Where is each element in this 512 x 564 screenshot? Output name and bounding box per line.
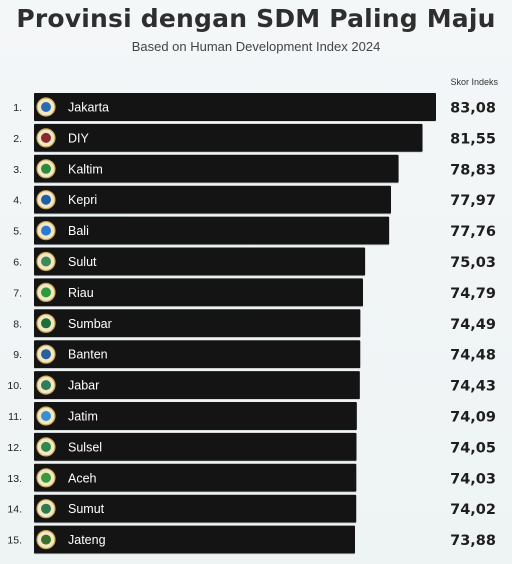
bar-separator: [34, 337, 361, 339]
value-label: 74,43: [450, 379, 496, 395]
province-emblem-core: [41, 503, 51, 514]
bar-sulut: [34, 247, 366, 276]
bar-aceh: [34, 463, 357, 492]
value-label: 75,03: [450, 255, 496, 271]
bar-sumbar: [34, 309, 361, 338]
bar-separator: [34, 553, 355, 555]
bar-separator: [34, 306, 364, 308]
bar-separator: [34, 430, 357, 431]
rank-label: 2.: [13, 133, 22, 145]
province-emblem-core: [41, 318, 51, 329]
category-label: Sulsel: [68, 440, 102, 454]
bar-separator: [34, 368, 361, 370]
bar-jakarta: [34, 93, 436, 121]
bar-jateng: [34, 525, 355, 554]
province-emblem-core: [41, 441, 51, 452]
province-emblem-core: [41, 380, 51, 391]
value-label: 74,02: [450, 502, 496, 518]
category-label: Riau: [68, 286, 94, 300]
category-label: Kepri: [68, 193, 97, 207]
bar-kaltim: [34, 154, 399, 183]
province-emblem-core: [41, 132, 51, 143]
province-emblem-core: [41, 472, 51, 483]
bar-diy: [34, 123, 423, 152]
bar-separator: [34, 151, 423, 153]
category-label: Banten: [68, 348, 108, 362]
value-label: 74,09: [450, 410, 496, 426]
value-label: 83,08: [450, 101, 496, 117]
bar-separator: [34, 121, 436, 122]
rank-label: 4.: [13, 195, 22, 207]
rank-label: 7.: [13, 287, 22, 299]
rank-label: 11.: [8, 411, 22, 423]
category-label: Sulut: [68, 255, 97, 269]
province-emblem-core: [41, 534, 51, 545]
value-label: 74,05: [450, 440, 496, 456]
category-label: Sumut: [68, 502, 105, 516]
rank-label: 12.: [7, 442, 22, 454]
bar-riau: [34, 278, 364, 307]
province-emblem-core: [41, 411, 51, 421]
bar-banten: [34, 340, 361, 369]
province-emblem-core: [41, 349, 51, 360]
bar-jabar: [34, 371, 360, 400]
rank-label: 15.: [7, 535, 22, 547]
value-column-header: Skor Indeks: [450, 77, 498, 87]
province-emblem-core: [41, 287, 51, 298]
category-label: Jakarta: [68, 101, 109, 115]
chart-subtitle: Based on Human Development Index 2024: [131, 39, 381, 54]
province-emblem-core: [41, 102, 51, 112]
bar-separator: [34, 182, 399, 184]
bar-separator: [34, 460, 357, 462]
value-label: 74,03: [450, 471, 496, 487]
value-label: 77,97: [450, 193, 496, 209]
province-emblem-core: [41, 225, 51, 236]
bar-separator: [34, 522, 357, 524]
province-emblem-core: [41, 256, 51, 267]
category-label: Jatim: [68, 410, 98, 424]
bar-separator: [34, 244, 390, 246]
bar-separator: [34, 491, 357, 493]
bar-separator: [34, 213, 392, 215]
bar-bali: [34, 216, 390, 245]
rank-label: 8.: [13, 318, 22, 330]
bar-separator: [34, 399, 360, 401]
value-label: 74,48: [450, 348, 496, 364]
value-label: 78,83: [450, 162, 496, 178]
category-label: Aceh: [68, 471, 97, 485]
rank-label: 5.: [13, 226, 22, 238]
bar-jatim: [34, 402, 357, 430]
value-label: 81,55: [450, 131, 496, 147]
value-label: 73,88: [450, 533, 496, 549]
bar-sulsel: [34, 432, 357, 461]
rank-label: 10.: [7, 380, 22, 392]
category-label: Kaltim: [68, 162, 103, 176]
category-label: Jabar: [68, 379, 99, 393]
value-label: 74,79: [450, 286, 496, 302]
value-label: 77,76: [450, 224, 496, 240]
category-label: Sumbar: [68, 317, 112, 331]
rank-label: 3.: [13, 164, 22, 176]
rank-label: 6.: [13, 257, 22, 269]
category-label: Bali: [68, 224, 89, 238]
bar-sumut: [34, 494, 357, 523]
chart-title: Provinsi dengan SDM Paling Maju: [16, 4, 496, 33]
province-emblem-core: [41, 194, 51, 205]
rank-label: 1.: [13, 102, 22, 114]
rank-label: 9.: [13, 349, 22, 361]
bar-separator: [34, 275, 366, 277]
category-label: DIY: [68, 131, 90, 145]
bar-kepri: [34, 185, 392, 214]
value-label: 74,49: [450, 317, 496, 333]
rank-label: 14.: [7, 504, 22, 516]
province-emblem-core: [41, 163, 51, 174]
rank-label: 13.: [7, 473, 22, 485]
category-label: Jateng: [68, 533, 106, 547]
